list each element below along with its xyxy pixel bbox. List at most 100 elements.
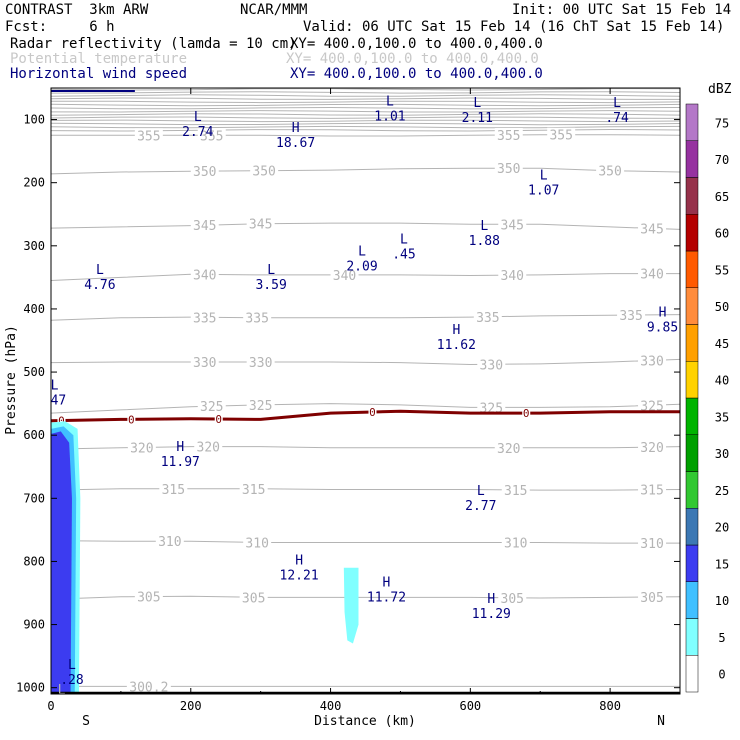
wind-extremum-H: H	[383, 576, 391, 591]
theta-label-310: 310	[640, 537, 663, 552]
y-tick-label: 400	[23, 302, 45, 316]
colorbar-label: 75	[715, 116, 729, 130]
theta-label-350: 350	[497, 162, 520, 177]
theta-label-335: 335	[476, 311, 499, 326]
wind-value: 1.01	[374, 110, 405, 125]
theta-label-350: 350	[598, 165, 621, 180]
reflectivity-15dbz-area	[51, 431, 72, 693]
theta-label-bg	[617, 308, 646, 323]
theta-contour-upper	[51, 88, 680, 91]
theta-label-330: 330	[193, 356, 216, 371]
freezing-level-label: 0	[369, 406, 376, 419]
wind-extremum-L: L	[480, 219, 488, 234]
theta-label-bg	[246, 216, 275, 231]
y-tick-label: 800	[23, 554, 45, 568]
theta-label-bg	[239, 481, 268, 496]
y-tick-label: 300	[23, 239, 45, 253]
wind-extremum-L: L	[358, 244, 366, 259]
theta-label-345: 345	[193, 219, 216, 234]
theta-contour-upper	[51, 110, 680, 113]
wind-value: .28	[60, 673, 83, 688]
valid-time: Valid: 06 UTC Sat 15 Feb 14 (16 ChT Sat …	[303, 19, 725, 35]
colorbar-box	[685, 544, 699, 582]
theta-contour-upper	[51, 116, 680, 119]
theta-label-355: 355	[497, 129, 520, 144]
field3-xy: XY= 400.0,100.0 to 400.0,400.0	[290, 66, 543, 82]
freezing-level-label: 0	[215, 413, 222, 426]
theta-label-330: 330	[249, 356, 272, 371]
theta-contour-upper	[51, 106, 680, 110]
theta-label-320: 320	[640, 441, 663, 456]
wind-value: 18.67	[276, 136, 315, 151]
theta-label-bg	[243, 535, 272, 550]
wind-extremum-L: L	[540, 169, 548, 184]
colorbar-label: 5	[718, 631, 725, 645]
colorbar-box	[685, 618, 699, 656]
theta-label-bg	[246, 397, 275, 412]
theta-label-345: 345	[501, 218, 524, 233]
theta-contour-325	[51, 403, 680, 414]
theta-contour-upper	[51, 91, 680, 94]
theta-label-330: 330	[480, 358, 503, 373]
theta-label-bg	[246, 354, 275, 369]
wind-extremum-L: L	[400, 232, 408, 247]
theta-label-bg	[159, 481, 188, 496]
theta-label-355: 355	[137, 129, 160, 144]
theta-label-320: 320	[130, 441, 153, 456]
theta-label-310: 310	[504, 537, 527, 552]
colorbar-box	[685, 361, 699, 399]
y-tick-label: 700	[23, 491, 45, 505]
theta-label-315: 315	[162, 483, 185, 498]
theta-label-315: 315	[504, 484, 527, 499]
wind-value: .47	[43, 394, 66, 409]
freezing-label-bg	[127, 414, 136, 425]
colorbar-box	[685, 103, 699, 141]
theta-label-305: 305	[242, 591, 265, 606]
colorbar-label: 65	[715, 190, 729, 204]
colorbar-label: 70	[715, 153, 729, 167]
theta-label-335: 335	[619, 309, 642, 324]
theta-label-320: 320	[497, 442, 520, 457]
colorbar-box	[685, 655, 699, 693]
theta-label-bg	[190, 354, 219, 369]
freezing-label-bg	[214, 414, 223, 425]
theta-contour-upper	[51, 103, 680, 107]
colorbar-label: 35	[715, 410, 729, 424]
theta-label-345: 345	[249, 218, 272, 233]
theta-label-bg	[473, 309, 502, 324]
wind-extremum-L: L	[51, 379, 59, 394]
x-tick-label: 400	[320, 699, 342, 713]
plot-frame	[50, 87, 681, 695]
freezing-level-label: 0	[128, 413, 135, 426]
theta-label-bg	[494, 161, 523, 176]
colorbar-label: 40	[715, 374, 729, 388]
colorbar-label: 15	[715, 557, 729, 571]
field3-name: Horizontal wind speed	[10, 66, 188, 82]
wind-value: .74	[605, 111, 629, 126]
colorbar-label: 25	[715, 484, 729, 498]
theta-label-340: 340	[501, 269, 524, 284]
theta-label-bg	[194, 439, 223, 454]
theta-label-bg	[638, 536, 667, 551]
theta-label-bg	[638, 266, 667, 281]
theta-label-bg	[638, 353, 667, 368]
colorbar-box	[685, 471, 699, 509]
colorbar-label: 45	[715, 337, 729, 351]
wind-value: .45	[392, 247, 415, 262]
wind-value: 3.59	[255, 278, 286, 293]
theta-label-bg	[477, 357, 506, 372]
theta-contour-335	[51, 314, 680, 321]
theta-label-bg	[190, 267, 219, 282]
theta-contour-310	[51, 540, 680, 544]
wind-extremum-H: H	[659, 306, 667, 321]
theta-label-bg	[498, 590, 527, 605]
wind-extremum-L: L	[194, 110, 202, 125]
theta-label-bg	[239, 590, 268, 605]
y-tick-label: 600	[23, 428, 45, 442]
theta-contour-345	[51, 222, 680, 230]
theta-label-305: 305	[137, 591, 160, 606]
x-tick-label: 600	[459, 699, 481, 713]
wind-value: 2.74	[182, 125, 213, 140]
colorbar-box	[685, 287, 699, 325]
plot-area: 355 355 355 355 350 350 350 350 345 345 345 345 340 3…	[43, 88, 680, 694]
